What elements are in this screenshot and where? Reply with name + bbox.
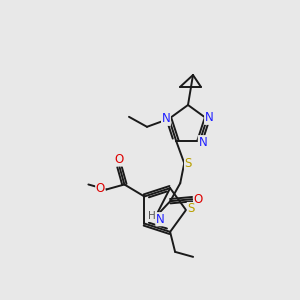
Text: O: O [194, 193, 203, 206]
Text: N: N [156, 213, 165, 226]
Text: S: S [184, 157, 192, 170]
Text: N: N [198, 136, 207, 149]
Text: O: O [96, 182, 105, 195]
Text: N: N [162, 112, 170, 125]
Text: S: S [187, 202, 195, 215]
Text: N: N [205, 111, 213, 124]
Text: O: O [115, 153, 124, 166]
Text: H: H [148, 211, 156, 221]
